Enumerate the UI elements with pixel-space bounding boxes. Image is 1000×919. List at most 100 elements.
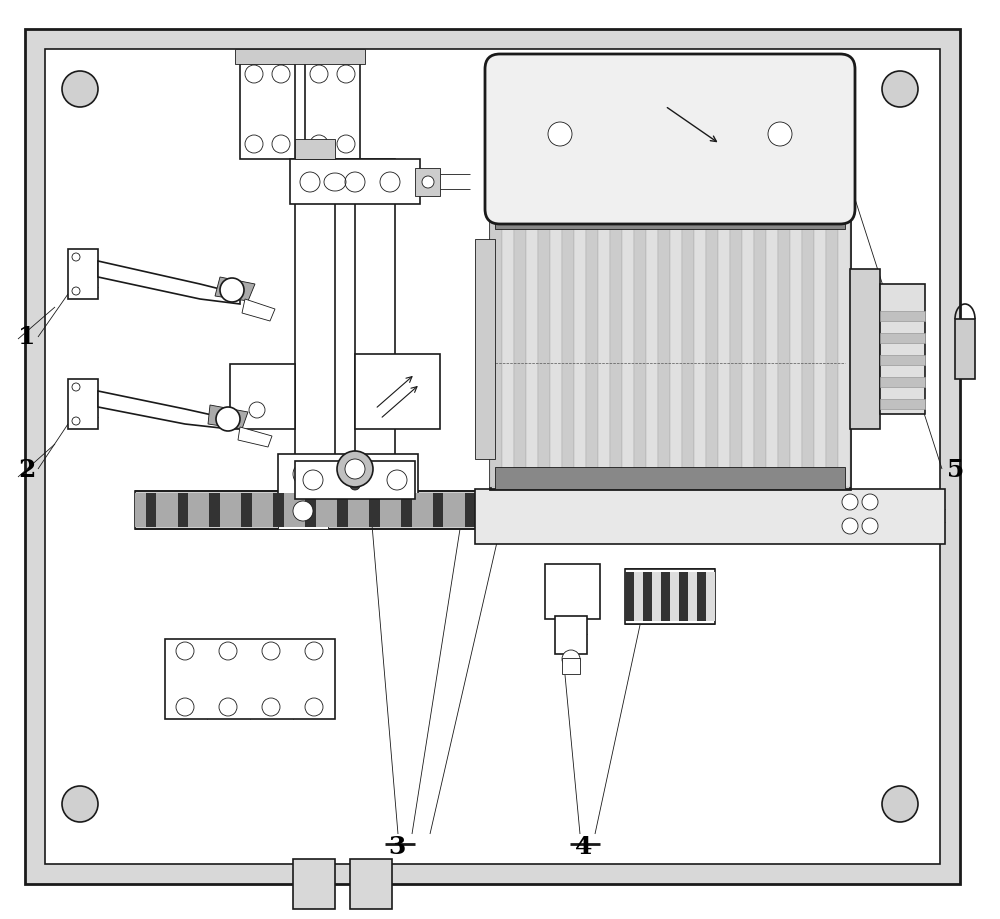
Bar xyxy=(167,493,178,527)
Bar xyxy=(235,49,365,64)
Bar xyxy=(538,211,550,487)
Bar xyxy=(802,211,814,487)
Bar xyxy=(646,493,656,527)
Bar xyxy=(754,211,766,487)
Circle shape xyxy=(310,135,328,153)
Bar xyxy=(826,211,838,487)
Bar xyxy=(380,493,390,527)
Circle shape xyxy=(293,501,313,521)
Bar xyxy=(295,159,335,489)
Bar xyxy=(240,59,295,159)
Bar xyxy=(230,364,295,429)
Bar xyxy=(135,491,720,529)
FancyBboxPatch shape xyxy=(485,54,855,224)
Bar xyxy=(635,493,646,527)
Bar xyxy=(880,311,925,321)
Bar xyxy=(742,211,754,487)
Bar xyxy=(706,211,718,487)
Bar xyxy=(68,249,98,299)
Bar xyxy=(350,859,392,909)
Circle shape xyxy=(345,172,365,192)
Circle shape xyxy=(262,698,280,716)
Bar xyxy=(401,493,412,527)
Bar xyxy=(495,207,845,229)
Bar xyxy=(610,211,622,487)
Bar xyxy=(634,572,643,621)
Bar xyxy=(624,493,635,527)
Bar xyxy=(778,211,790,487)
Bar xyxy=(730,211,742,487)
Bar xyxy=(433,493,443,527)
Bar xyxy=(625,569,715,624)
Bar xyxy=(718,211,730,487)
Circle shape xyxy=(245,65,263,83)
Circle shape xyxy=(216,407,240,431)
Bar xyxy=(661,572,670,621)
Bar xyxy=(550,493,560,527)
Bar xyxy=(766,211,778,487)
Bar xyxy=(586,211,598,487)
Bar xyxy=(562,211,574,487)
Bar xyxy=(358,493,369,527)
Circle shape xyxy=(272,135,290,153)
Bar xyxy=(514,211,526,487)
Bar xyxy=(667,493,677,527)
Circle shape xyxy=(380,172,400,192)
Circle shape xyxy=(562,650,580,668)
Bar xyxy=(305,493,316,527)
Bar xyxy=(555,616,587,654)
Bar xyxy=(679,572,688,621)
Bar xyxy=(592,493,603,527)
Circle shape xyxy=(337,65,355,83)
Bar xyxy=(539,493,550,527)
Circle shape xyxy=(862,518,878,534)
Circle shape xyxy=(378,462,402,486)
Circle shape xyxy=(303,470,323,490)
Bar xyxy=(656,493,667,527)
Text: 5: 5 xyxy=(947,458,964,482)
Bar xyxy=(694,211,706,487)
Bar xyxy=(326,493,337,527)
Bar xyxy=(241,493,252,527)
Bar xyxy=(209,493,220,527)
Circle shape xyxy=(305,698,323,716)
Bar xyxy=(355,159,395,489)
Bar xyxy=(790,211,802,487)
Bar xyxy=(622,211,634,487)
Bar xyxy=(490,209,850,489)
Bar xyxy=(880,333,925,343)
Circle shape xyxy=(768,122,792,146)
Circle shape xyxy=(882,786,918,822)
Circle shape xyxy=(842,494,858,510)
Bar xyxy=(454,493,465,527)
Bar xyxy=(507,493,518,527)
Circle shape xyxy=(387,470,407,490)
Bar xyxy=(634,211,646,487)
Bar xyxy=(614,493,624,527)
Circle shape xyxy=(310,65,328,83)
Bar xyxy=(165,639,335,719)
Bar xyxy=(295,493,305,527)
Bar xyxy=(231,493,241,527)
Bar xyxy=(348,493,358,527)
Bar xyxy=(475,493,486,527)
Bar xyxy=(850,269,880,429)
Circle shape xyxy=(842,518,858,534)
Text: 4: 4 xyxy=(575,835,592,859)
Bar xyxy=(697,572,706,621)
Bar xyxy=(699,493,709,527)
Bar xyxy=(135,493,146,527)
Bar xyxy=(486,493,497,527)
Bar xyxy=(518,493,529,527)
Circle shape xyxy=(220,278,244,302)
Text: 3: 3 xyxy=(388,835,405,859)
Bar xyxy=(278,454,418,494)
Polygon shape xyxy=(238,427,272,447)
Bar xyxy=(156,493,167,527)
Circle shape xyxy=(72,417,80,425)
Bar xyxy=(390,493,401,527)
Circle shape xyxy=(72,287,80,295)
Bar xyxy=(415,168,440,196)
Bar xyxy=(369,493,380,527)
Circle shape xyxy=(272,65,290,83)
